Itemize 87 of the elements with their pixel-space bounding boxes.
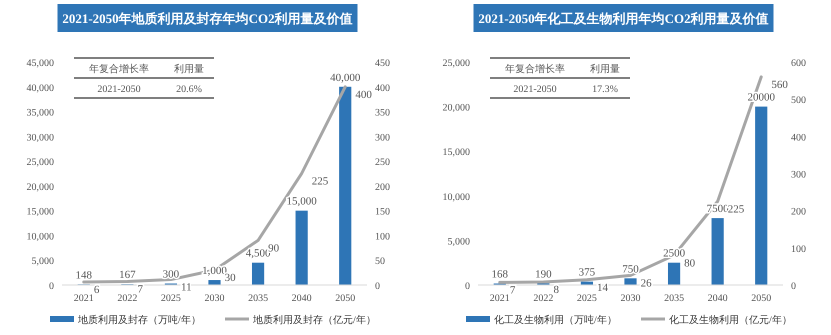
- data-label: 80: [684, 257, 696, 270]
- data-label: 40,000: [330, 72, 361, 84]
- x-tick-label: 2022: [533, 293, 554, 304]
- x-tick-label: 2022: [117, 293, 138, 304]
- annotation: 年复合增长率: [89, 63, 149, 75]
- y-tick-label: 0: [465, 281, 470, 292]
- y-tick-label: 35,000: [26, 108, 54, 119]
- data-label: 90: [268, 242, 280, 254]
- y-tick-label: 15,000: [442, 147, 470, 158]
- y2-tick-label: 400: [791, 132, 806, 144]
- x-tick-label: 2040: [708, 293, 728, 304]
- data-label: 7: [510, 284, 516, 296]
- data-label: 225: [312, 176, 329, 188]
- data-label: 15,000: [286, 196, 318, 208]
- chart-title: 2021-2050年化工及生物利用年均CO2利用量及价值: [478, 11, 769, 26]
- x-tick-label: 2035: [248, 293, 268, 304]
- data-label: 300: [162, 268, 180, 281]
- legend-label: 地质利用及封存（万吨/年）: [77, 314, 201, 326]
- y-tick-label: 10,000: [26, 231, 54, 242]
- data-label: 11: [181, 282, 192, 294]
- data-label: 168: [492, 268, 509, 280]
- x-tick-label: 2030: [620, 293, 640, 304]
- data-label: 750: [622, 263, 640, 276]
- y-tick-label: 15,000: [26, 206, 54, 218]
- annotation: 17.3%: [592, 84, 618, 95]
- y2-tick-label: 600: [791, 58, 806, 69]
- x-tick-label: 2035: [664, 293, 684, 304]
- y2-tick-label: 200: [791, 206, 806, 218]
- x-tick-label: 2040: [292, 293, 312, 304]
- y-tick-label: 20,000: [442, 102, 470, 114]
- data-label: 30: [224, 272, 236, 284]
- y2-tick-label: 300: [375, 132, 390, 144]
- y2-tick-label: 100: [375, 231, 390, 242]
- y2-tick-label: 0: [375, 281, 380, 292]
- data-label: 8: [553, 284, 560, 296]
- data-label: 20000: [747, 92, 776, 104]
- data-label: 167: [119, 269, 136, 282]
- data-label: 560: [771, 78, 788, 91]
- x-tick-label: 2030: [204, 293, 224, 304]
- x-tick-label: 2050: [335, 293, 356, 304]
- x-tick-label: 2025: [576, 293, 597, 304]
- data-label: 375: [578, 266, 596, 279]
- y2-tick-label: 350: [375, 108, 390, 119]
- y-tick-label: 20,000: [26, 182, 54, 193]
- y-tick-label: 40,000: [26, 82, 54, 94]
- legend-label: 化工及生物利用（亿元/年）: [669, 314, 792, 326]
- x-tick-label: 2021: [74, 293, 94, 304]
- x-tick-label: 2021: [490, 293, 510, 304]
- y2-tick-label: 100: [791, 244, 806, 255]
- data-label: 6: [94, 284, 100, 296]
- data-label: 225: [728, 203, 745, 216]
- y2-tick-label: 150: [375, 206, 390, 218]
- x-tick-label: 2050: [751, 293, 772, 304]
- data-label: 26: [640, 277, 652, 290]
- y2-tick-label: 250: [375, 157, 390, 168]
- data-label: 148: [76, 269, 93, 282]
- y-tick-label: 45,000: [26, 58, 54, 69]
- y2-tick-label: 400: [375, 82, 390, 94]
- y2-tick-label: 50: [375, 256, 385, 268]
- y-tick-label: 5,000: [448, 236, 470, 248]
- data-label: 1,000: [202, 265, 228, 278]
- data-label: 190: [535, 268, 552, 280]
- legend-label: 地质利用及封存（亿元/年）: [252, 314, 376, 326]
- data-label: 400: [355, 88, 372, 101]
- data-label: 2500: [663, 248, 686, 260]
- y2-tick-label: 300: [791, 170, 806, 180]
- annotation: 年复合增长率: [505, 63, 565, 75]
- legend-label: 化工及生物利用（万吨/年）: [494, 314, 617, 326]
- data-label: 14: [597, 282, 609, 294]
- data-label: 7: [137, 284, 144, 296]
- chart-title: 2021-2050年地质利用及封存年均CO2利用量及价值: [62, 11, 353, 26]
- y-tick-label: 10,000: [442, 192, 470, 203]
- y-tick-label: 0: [49, 281, 54, 292]
- annotation: 2021-2050: [513, 84, 557, 95]
- y-tick-label: 25,000: [442, 58, 470, 69]
- y2-tick-label: 500: [791, 95, 806, 106]
- y2-tick-label: 0: [791, 281, 796, 292]
- x-tick-label: 2025: [160, 293, 181, 304]
- y-tick-label: 25,000: [26, 157, 54, 168]
- y-tick-label: 30,000: [26, 132, 54, 144]
- y-tick-label: 5,000: [32, 256, 54, 268]
- annotation: 利用量: [174, 63, 204, 75]
- annotation: 利用量: [590, 63, 620, 75]
- y2-tick-label: 450: [375, 58, 390, 69]
- annotation: 20.6%: [176, 84, 202, 95]
- annotation: 2021-2050: [97, 84, 141, 95]
- y2-tick-label: 200: [375, 182, 390, 193]
